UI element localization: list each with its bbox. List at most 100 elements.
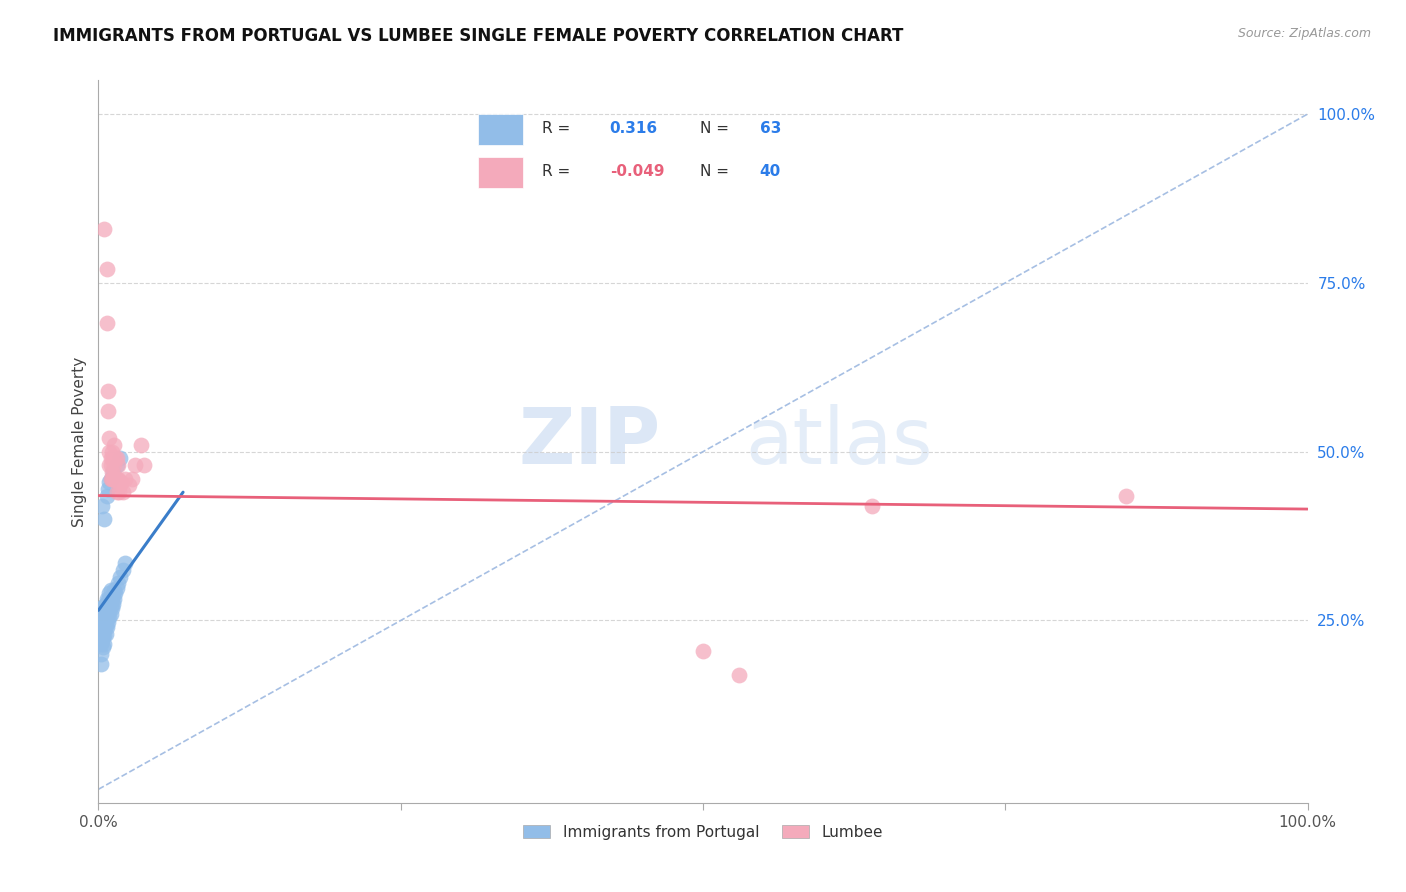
Point <box>91 616 114 631</box>
Point <box>124 458 146 472</box>
Point <box>114 472 136 486</box>
Point <box>105 581 128 595</box>
Point <box>96 599 118 613</box>
Point <box>107 458 129 472</box>
Point <box>101 451 124 466</box>
Point <box>103 583 125 598</box>
Point <box>101 588 124 602</box>
Point <box>93 606 115 620</box>
Point <box>100 593 122 607</box>
Point <box>114 556 136 570</box>
Point <box>100 472 122 486</box>
Point <box>91 627 114 641</box>
Point <box>1115 489 1137 503</box>
Point <box>98 444 121 458</box>
Point <box>692 644 714 658</box>
Point <box>100 472 122 486</box>
Point <box>860 499 883 513</box>
Point <box>97 599 120 614</box>
Point <box>90 637 112 651</box>
Point <box>96 612 118 626</box>
Point <box>91 607 114 621</box>
Point <box>93 612 115 626</box>
Point <box>103 591 125 606</box>
Point <box>110 475 132 489</box>
Point <box>94 603 117 617</box>
Point <box>121 472 143 486</box>
Point <box>97 615 120 629</box>
Point <box>129 438 152 452</box>
Point <box>97 607 120 621</box>
Point <box>101 472 124 486</box>
Point <box>94 597 117 611</box>
Point <box>104 472 127 486</box>
Point <box>98 431 121 445</box>
Point <box>91 614 114 628</box>
Point <box>96 591 118 606</box>
Point <box>103 438 125 452</box>
Point <box>101 597 124 611</box>
Point <box>90 657 112 672</box>
Point <box>96 606 118 620</box>
Point <box>97 384 120 398</box>
Point <box>94 627 117 641</box>
Point <box>98 458 121 472</box>
Point <box>98 586 121 600</box>
Point <box>100 465 122 479</box>
Point <box>134 458 156 472</box>
Point <box>105 451 128 466</box>
Point <box>100 458 122 472</box>
Point <box>94 610 117 624</box>
Point <box>107 576 129 591</box>
Point <box>91 608 114 623</box>
Point <box>93 628 115 642</box>
Point <box>104 451 127 466</box>
Point <box>97 482 120 496</box>
Point <box>100 451 122 466</box>
Point <box>108 478 131 492</box>
Text: Source: ZipAtlas.com: Source: ZipAtlas.com <box>1237 27 1371 40</box>
Point <box>93 222 115 236</box>
Point <box>91 640 114 655</box>
Point <box>104 586 127 600</box>
Point <box>108 451 131 466</box>
Point <box>97 593 120 607</box>
Point <box>101 465 124 479</box>
Y-axis label: Single Female Poverty: Single Female Poverty <box>72 357 87 526</box>
Point <box>96 620 118 634</box>
Point <box>100 599 122 613</box>
Point <box>105 458 128 472</box>
Text: ZIP: ZIP <box>519 403 661 480</box>
Point <box>93 620 115 634</box>
Point <box>111 563 134 577</box>
Point <box>98 475 121 489</box>
Point <box>108 485 131 500</box>
Point <box>107 472 129 486</box>
Point <box>91 633 114 648</box>
Point <box>100 472 122 486</box>
Point <box>93 637 115 651</box>
Point <box>93 512 115 526</box>
Point <box>111 485 134 500</box>
Point <box>93 599 115 613</box>
Point <box>90 647 112 661</box>
Point <box>91 599 114 614</box>
Point <box>96 317 118 331</box>
Point <box>100 583 122 598</box>
Point <box>98 603 121 617</box>
Point <box>94 619 117 633</box>
Point <box>96 489 118 503</box>
Point <box>91 624 114 638</box>
Text: atlas: atlas <box>745 403 932 480</box>
Point <box>728 667 751 681</box>
Text: IMMIGRANTS FROM PORTUGAL VS LUMBEE SINGLE FEMALE POVERTY CORRELATION CHART: IMMIGRANTS FROM PORTUGAL VS LUMBEE SINGL… <box>53 27 904 45</box>
Point <box>118 478 141 492</box>
Point <box>100 601 122 615</box>
Point <box>98 610 121 624</box>
Point <box>98 594 121 608</box>
Point <box>97 404 120 418</box>
Point <box>103 472 125 486</box>
Point <box>91 499 114 513</box>
Point <box>103 458 125 472</box>
Legend: Immigrants from Portugal, Lumbee: Immigrants from Portugal, Lumbee <box>517 819 889 846</box>
